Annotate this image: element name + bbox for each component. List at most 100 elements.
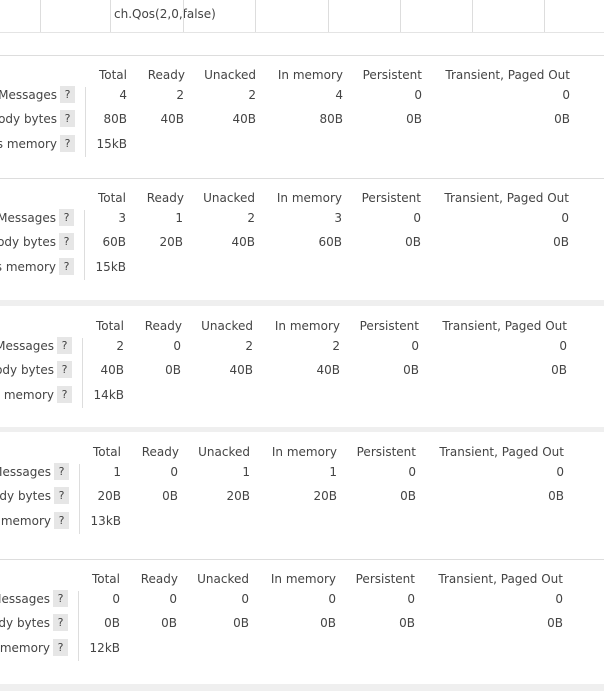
cell-value: 1	[175, 211, 183, 225]
column-header: Total	[97, 191, 126, 205]
cell-value: 40B	[229, 363, 253, 377]
cell-value: 1	[329, 465, 337, 479]
column-header: Transient, Paged Out	[442, 319, 567, 333]
cell-value: 0B	[399, 616, 415, 630]
row-label: ody bytes	[0, 363, 54, 377]
column-header: Transient, Paged Out	[438, 572, 563, 586]
help-button: ?	[54, 487, 69, 504]
column-header: In memory	[276, 191, 342, 205]
cell-value: 0	[112, 592, 120, 606]
grid-line	[328, 0, 329, 32]
row-label: memory	[0, 641, 50, 655]
grid-line	[183, 0, 184, 32]
cell-value: 1	[242, 465, 250, 479]
cell-value: 2	[176, 88, 184, 102]
cell-value: 0B	[104, 616, 120, 630]
column-header: Persistent	[356, 445, 416, 459]
help-button: ?	[59, 258, 74, 275]
cell-value: 20B	[97, 489, 121, 503]
row-label: Messages	[0, 211, 56, 225]
cell-value: 40B	[316, 363, 340, 377]
cell-value: 0B	[320, 616, 336, 630]
row-label: s memory	[0, 260, 56, 274]
help-button: ?	[53, 614, 68, 631]
help-button: ?	[57, 337, 72, 354]
help-button: ?	[54, 463, 69, 480]
cell-value: 0	[411, 339, 419, 353]
cell-value: 0B	[165, 363, 181, 377]
cell-value: 1	[113, 465, 121, 479]
cell-value: 0	[561, 211, 569, 225]
cell-value: 2	[247, 211, 255, 225]
column-header: Persistent	[359, 319, 419, 333]
column-header: Persistent	[362, 68, 422, 82]
column-header: In memory	[271, 445, 337, 459]
header-cell: ch.Qos(2,0,false)	[114, 7, 216, 21]
cell-value: 2	[248, 88, 256, 102]
column-header: Total	[98, 68, 127, 82]
cell-value: 0B	[406, 112, 422, 126]
column-header: Ready	[146, 191, 184, 205]
cell-value: 20B	[159, 235, 183, 249]
column-header: Ready	[144, 319, 182, 333]
column-header: Persistent	[355, 572, 415, 586]
row-divider	[78, 591, 79, 661]
cell-value: 40B	[232, 112, 256, 126]
column-header: Unacked	[203, 191, 255, 205]
cell-value: 0B	[551, 363, 567, 377]
column-header: Unacked	[197, 572, 249, 586]
column-header: Transient, Paged Out	[439, 445, 564, 459]
column-header: In memory	[277, 68, 343, 82]
separator	[0, 178, 604, 179]
row-divider	[79, 464, 80, 534]
cell-value: 0	[241, 592, 249, 606]
row-label: Messages	[0, 88, 57, 102]
grid-line	[544, 0, 545, 32]
help-button: ?	[54, 512, 69, 529]
cell-value: 0	[556, 465, 564, 479]
cell-value: 0	[169, 592, 177, 606]
row-label: ody bytes	[0, 112, 57, 126]
grid-line	[40, 0, 41, 32]
cell-value: 0	[413, 211, 421, 225]
cell-value: 0	[173, 339, 181, 353]
row-label: ody bytes	[0, 235, 56, 249]
cell-value: 0B	[403, 363, 419, 377]
cell-value: 0	[555, 592, 563, 606]
cell-value: 0B	[553, 235, 569, 249]
column-header: Total	[92, 445, 121, 459]
column-header: Transient, Paged Out	[444, 191, 569, 205]
column-header: Unacked	[198, 445, 250, 459]
help-button: ?	[60, 110, 75, 127]
help-button: ?	[60, 135, 75, 152]
column-header: Total	[95, 319, 124, 333]
cell-value: 0	[170, 465, 178, 479]
cell-value: 0	[328, 592, 336, 606]
cell-value: 0	[414, 88, 422, 102]
row-label: Messages	[0, 465, 51, 479]
cell-value: 4	[119, 88, 127, 102]
cell-value: 15kB	[95, 260, 126, 274]
separator	[0, 427, 604, 432]
cell-value: 0	[559, 339, 567, 353]
cell-value: 0B	[233, 616, 249, 630]
cell-value: 60B	[102, 235, 126, 249]
help-button: ?	[60, 86, 75, 103]
cell-value: 0	[408, 465, 416, 479]
row-label: Messages	[0, 592, 50, 606]
column-header: Total	[91, 572, 120, 586]
separator	[0, 559, 604, 560]
help-button: ?	[59, 233, 74, 250]
row-divider	[85, 87, 86, 157]
row-label: ody bytes	[0, 616, 50, 630]
help-button: ?	[59, 209, 74, 226]
cell-value: 40B	[160, 112, 184, 126]
help-button: ?	[57, 361, 72, 378]
cell-value: 2	[245, 339, 253, 353]
cell-value: 3	[118, 211, 126, 225]
grid-line	[110, 0, 111, 32]
cell-value: 0B	[161, 616, 177, 630]
cell-value: 40B	[231, 235, 255, 249]
row-label: memory	[3, 388, 54, 402]
